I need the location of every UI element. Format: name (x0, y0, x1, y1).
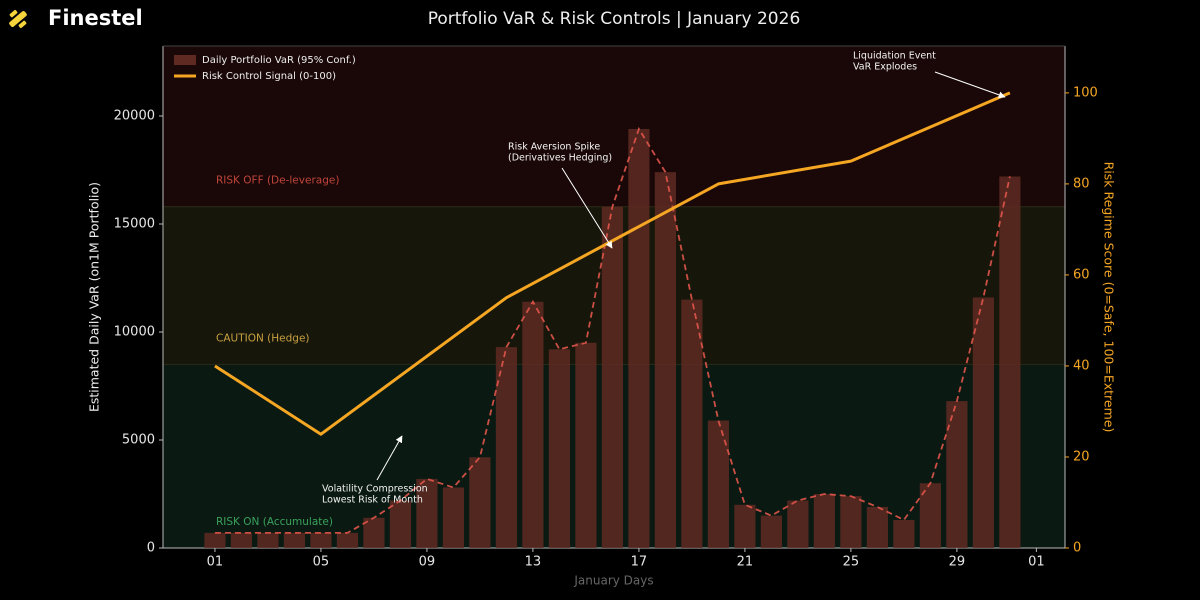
legend-label: Risk Control Signal (0-100) (202, 71, 336, 82)
var-bar (283, 532, 306, 548)
annotation-text: Volatility Compression (322, 484, 428, 495)
y2-tick-label: 20 (1073, 449, 1090, 464)
y-tick-label: 15000 (114, 216, 155, 231)
annotation-arrow (934, 71, 1006, 99)
var-trend-line (214, 126, 1011, 534)
var-bar (946, 401, 968, 548)
legend-swatch (174, 55, 196, 65)
var-bar (469, 457, 491, 548)
var-bar (654, 172, 677, 549)
zone-label: RISK OFF (De-leverage) (216, 175, 339, 187)
y2-tick-label: 40 (1073, 358, 1090, 373)
y-tick-label: 0 (147, 541, 155, 556)
y-tick-label: 5000 (122, 432, 155, 447)
legend: Daily Portfolio VaR (95% Conf.) Risk Cont… (174, 55, 356, 82)
var-bar (919, 483, 941, 548)
annotation-arrow (376, 435, 403, 481)
y-axis-label: Estimated Daily VaR (on1M Portfolio) (87, 182, 102, 412)
var-bar (336, 532, 359, 548)
var-bar (734, 504, 756, 548)
y-tick-label: 20000 (114, 108, 155, 123)
var-bar (548, 349, 571, 548)
x-tick-label: 21 (737, 555, 754, 570)
y2-axis-label: Risk Regime Score (0=Safe, 100=Extreme) (1102, 162, 1117, 433)
var-bar (840, 496, 862, 548)
x-axis-label: January Days (573, 574, 653, 588)
var-bar (601, 206, 624, 549)
signal-line (214, 91, 1011, 436)
x-tick-label: 17 (631, 555, 648, 570)
chart-title: Portfolio VaR & Risk Controls | January … (428, 9, 801, 29)
var-bar (310, 532, 332, 548)
var-bar (389, 500, 412, 548)
x-tick-label: 01 (207, 555, 224, 570)
var-bar (628, 128, 650, 548)
var-bar (522, 301, 544, 548)
x-tick-label: 29 (949, 555, 966, 570)
x-tick-label: 05 (313, 555, 330, 570)
var-bar (787, 500, 809, 548)
logo: Finestel (9, 6, 143, 30)
var-bar (972, 297, 994, 548)
var-bar (893, 519, 915, 548)
x-tick-label: 01 (1028, 555, 1045, 570)
var-bar (416, 478, 438, 548)
y2-tick-label: 60 (1073, 267, 1090, 282)
risk-zone (163, 46, 1065, 207)
y2-tick-label: 100 (1073, 85, 1098, 100)
annotation-arrow (561, 167, 613, 249)
var-bar (760, 515, 782, 548)
brand: Finestel (48, 6, 143, 30)
zone-label: CAUTION (Hedge) (216, 332, 310, 344)
var-bar (495, 347, 518, 548)
var-bar (999, 176, 1021, 549)
annotation-text: (Derivatives Hedging) (508, 153, 612, 164)
var-bar (230, 532, 253, 548)
var-bar (866, 506, 888, 548)
x-tick-label: 09 (419, 555, 436, 570)
y2-tick-label: 80 (1073, 176, 1090, 191)
annotation-text: Lowest Risk of Month (322, 495, 423, 506)
x-tick-label: 13 (525, 555, 542, 570)
var-bar (363, 517, 385, 548)
var-bar (813, 493, 835, 548)
var-bar (575, 342, 597, 548)
var-bar (707, 420, 730, 548)
annotation-text: VaR Explodes (853, 62, 917, 73)
x-tick-label: 25 (843, 555, 860, 570)
y-tick-label: 10000 (114, 324, 155, 339)
var-bar (681, 299, 703, 548)
var-bar (204, 532, 226, 548)
annotation-text: Liquidation Event (853, 51, 936, 62)
var-bar (442, 487, 465, 548)
var-bar (257, 532, 279, 548)
y2-tick-label: 0 (1073, 541, 1081, 556)
annotation-text: Risk Aversion Spike (508, 142, 600, 153)
zone-label: RISK ON (Accumulate) (216, 516, 333, 528)
legend-label: Daily Portfolio VaR (95% Conf.) (202, 55, 356, 66)
